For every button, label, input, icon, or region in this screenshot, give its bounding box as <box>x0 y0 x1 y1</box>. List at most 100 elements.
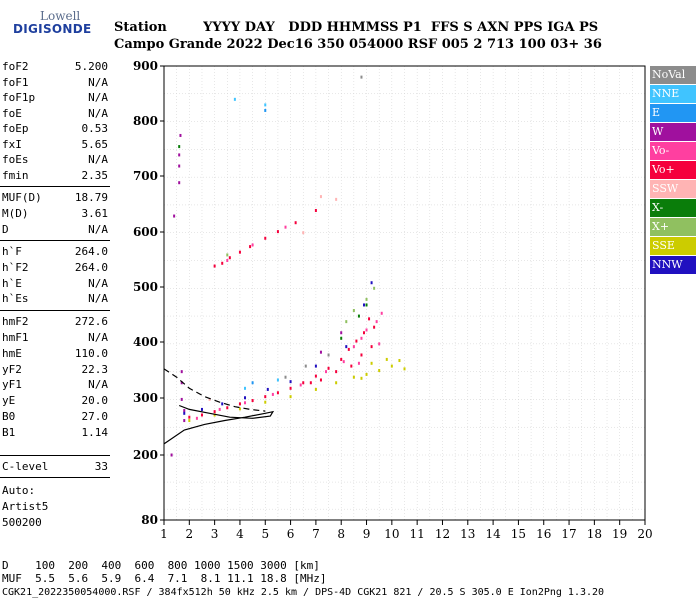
param-hme: hmE 110.0 <box>2 347 108 361</box>
param-value: N/A <box>88 292 108 305</box>
x-tick-label: 11 <box>410 527 425 541</box>
data-point-vo- <box>319 378 322 382</box>
data-point-vo- <box>195 416 198 420</box>
data-point-vo- <box>264 236 267 240</box>
param-foe: foE N/A <box>2 107 108 121</box>
param-name: hmF1 <box>2 331 29 344</box>
param-value: 5.200 <box>74 60 108 73</box>
param-fxi: fxI 5.65 <box>2 138 108 152</box>
data-point-nne <box>244 386 247 390</box>
param-name: MUF(D) <box>2 191 42 204</box>
param-ye: yE 20.0 <box>2 394 108 408</box>
x-tick-label: 16 <box>536 527 551 541</box>
data-point-nnw <box>183 411 186 415</box>
param-muf-d: MUF(D) 18.79 <box>2 191 108 205</box>
x-tick-label: 6 <box>287 527 295 541</box>
data-point-noval <box>327 353 330 357</box>
data-point-vo- <box>226 406 229 410</box>
data-point-nnw <box>221 402 224 406</box>
data-point-vo- <box>355 339 358 343</box>
x-tick-label: 1 <box>160 527 168 541</box>
muf-row: MUF 5.5 5.6 5.9 6.4 7.1 8.1 11.1 18.8 [M… <box>2 572 327 585</box>
param-value: N/A <box>88 223 108 236</box>
param-name: h`F2 <box>2 261 29 274</box>
logo-lowell: Lowell <box>40 9 81 23</box>
data-point-nne <box>233 97 236 101</box>
param-fmin: fmin 2.35 <box>2 169 108 183</box>
data-point-vo- <box>370 345 373 349</box>
data-point-w <box>319 350 322 354</box>
data-point-nnw <box>200 407 203 411</box>
data-point-vo- <box>365 328 368 332</box>
data-point-sse <box>370 361 373 365</box>
param-name: B0 <box>2 410 16 423</box>
param-name: h`E <box>2 277 22 290</box>
param-name: foE <box>2 107 22 120</box>
data-point-vo- <box>251 399 254 403</box>
data-point-sse <box>289 395 292 399</box>
data-point-sse <box>213 413 216 417</box>
data-point-sse <box>352 375 355 379</box>
data-point-vo- <box>335 370 338 374</box>
curve-profile-lower <box>163 404 275 445</box>
x-tick-label: 19 <box>612 527 627 541</box>
data-point-w <box>178 164 181 168</box>
param-value: 264.0 <box>74 245 108 258</box>
data-point-vo- <box>213 264 216 268</box>
param-value: N/A <box>88 378 108 391</box>
data-point-vo- <box>340 357 343 361</box>
data-point-sse <box>385 357 388 361</box>
param-name: yE <box>2 394 16 407</box>
data-point-vo- <box>251 243 254 247</box>
data-point-vo- <box>299 383 302 387</box>
y-tick-label: 800 <box>133 114 158 128</box>
x-tick-label: 14 <box>485 527 501 541</box>
param-value: 20.0 <box>81 394 109 407</box>
data-point-vo- <box>271 392 274 396</box>
param-name: foF1p <box>2 91 36 104</box>
data-point-sse <box>365 372 368 376</box>
data-point-sse <box>188 419 191 423</box>
y-tick-label: 500 <box>133 280 158 294</box>
data-point-x- <box>365 297 368 301</box>
param-name: foEs <box>2 153 29 166</box>
data-point-w <box>178 153 181 157</box>
param-value: 0.53 <box>81 122 109 135</box>
x-tick-label: 17 <box>561 527 576 541</box>
data-point-w <box>183 419 186 423</box>
data-point-ssw <box>335 197 338 201</box>
auto-program: Artist5 <box>2 500 49 513</box>
x-tick-label: 7 <box>312 527 320 541</box>
data-point-ssw <box>302 231 305 235</box>
data-point-vo- <box>327 366 330 370</box>
data-point-w <box>180 370 183 374</box>
panel-divider <box>0 240 110 241</box>
y-tick-label: 900 <box>133 59 158 73</box>
data-point-vo- <box>228 256 231 260</box>
data-point-vo- <box>309 381 312 385</box>
auto-label: Auto: <box>2 484 36 497</box>
param-value: 18.79 <box>74 191 108 204</box>
distance-row: D 100 200 400 600 800 1000 1500 3000 [km… <box>2 559 320 572</box>
param-value: 272.6 <box>74 315 108 328</box>
data-point-nnw <box>314 364 317 368</box>
param-value: N/A <box>88 331 108 344</box>
data-point-x- <box>373 286 376 290</box>
data-point-x- <box>345 320 348 324</box>
x-tick-label: 20 <box>637 527 652 541</box>
param-name: foF2 <box>2 60 29 73</box>
data-point-ssw <box>208 397 211 401</box>
legend-item-e: E <box>650 104 696 122</box>
data-point-vo- <box>378 342 381 346</box>
data-point-vo- <box>294 221 297 225</box>
panel-divider <box>0 186 110 187</box>
y-tick-label: 80 <box>141 513 158 527</box>
param-h-f: h`F 264.0 <box>2 245 108 259</box>
data-point-nne <box>276 378 279 382</box>
data-point-nnw <box>345 345 348 349</box>
param-h-e: h`E N/A <box>2 277 108 291</box>
data-point-vo- <box>249 245 252 249</box>
param-name: fxI <box>2 138 22 151</box>
header-values: Campo Grande 2022 Dec16 350 054000 RSF 0… <box>114 37 602 52</box>
data-point-vo- <box>302 381 305 385</box>
